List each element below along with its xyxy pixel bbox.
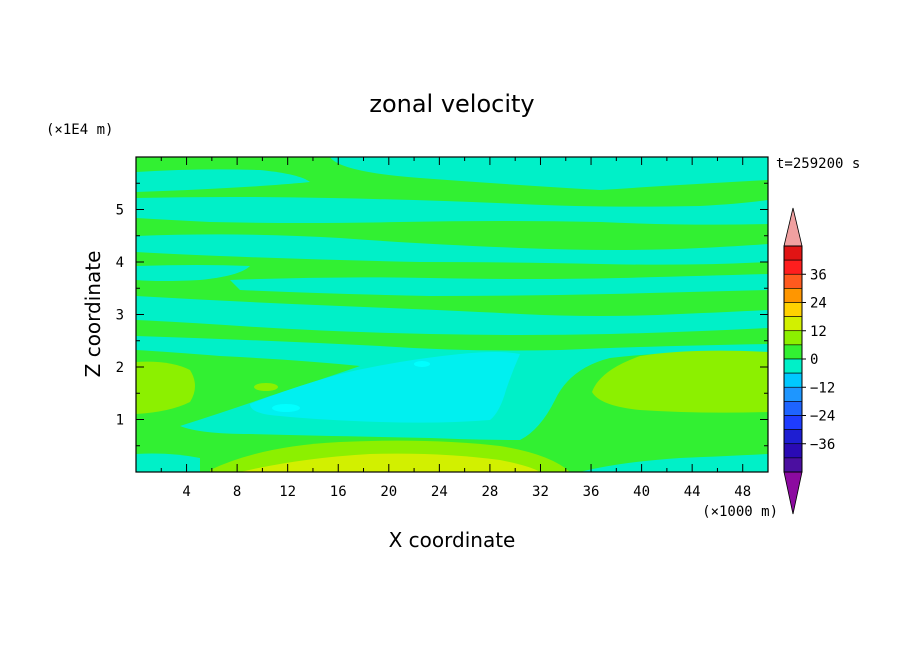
colorbar-cell	[783, 358, 803, 374]
y-axis-label: Z coordinate	[81, 251, 105, 378]
colorbar-under-triangle	[783, 471, 803, 515]
contour-band	[272, 404, 300, 412]
colorbar-cell	[783, 429, 803, 445]
colorbar-tick-label: −24	[810, 409, 835, 425]
colorbar-cell	[783, 457, 803, 473]
colorbar-cell	[783, 401, 803, 416]
x-tick-label: 48	[734, 484, 751, 500]
x-tick-label: 32	[532, 484, 549, 500]
colorbar-cell	[783, 330, 803, 346]
contour-band	[240, 453, 540, 472]
colorbar-cell	[783, 372, 803, 388]
y-tick-label: 3	[116, 308, 124, 324]
contour-band	[136, 361, 195, 414]
colorbar-cell	[783, 302, 803, 317]
x-tick-label: 36	[583, 484, 600, 500]
y-tick-label: 4	[116, 255, 124, 271]
x-axis: 4 8 12 16 20 24 28 32 36 40 44 48	[160, 157, 751, 500]
x-tick-label: 16	[330, 484, 347, 500]
x-tick-label: 28	[481, 484, 498, 500]
x-tick-label: 24	[431, 484, 448, 500]
colorbar-cell	[783, 245, 803, 261]
colorbar-cell	[783, 288, 803, 303]
colorbar-tick-label: 36	[810, 267, 827, 283]
contour-band	[254, 383, 278, 391]
x-tick-label: 12	[279, 484, 296, 500]
time-label: t=259200 s	[776, 156, 860, 172]
x-tick-label: 44	[684, 484, 701, 500]
colorbar-tick-label: −12	[810, 380, 835, 396]
y-unit-label: (×1E4 m)	[46, 122, 113, 138]
colorbar-tick-label: −36	[810, 437, 835, 453]
colorbar-cell	[783, 443, 803, 459]
colorbar-cell	[783, 386, 803, 402]
colorbar: 36 24 12 0 −12 −24 −36	[783, 207, 835, 515]
x-unit-label: (×1000 m)	[702, 504, 778, 520]
x-tick-label: 20	[380, 484, 397, 500]
contour-band	[136, 453, 200, 472]
colorbar-over-triangle	[783, 207, 803, 247]
contour-band	[136, 296, 768, 335]
contour-band	[136, 197, 768, 225]
colorbar-cell	[783, 273, 803, 289]
contour-band	[414, 361, 430, 367]
colorbar-cell	[783, 316, 803, 332]
colorbar-cell	[783, 415, 803, 430]
x-tick-label: 8	[233, 484, 241, 500]
x-axis-label: X coordinate	[389, 528, 516, 552]
colorbar-tick-label: 0	[810, 352, 818, 368]
contour-band	[136, 265, 250, 281]
y-axis: 1 2 3 4 5	[116, 182, 768, 447]
contour-band	[136, 169, 310, 192]
colorbar-cell	[783, 259, 803, 275]
y-tick-label: 5	[116, 203, 124, 219]
contour-band	[230, 274, 768, 296]
contour-band	[592, 350, 768, 413]
colorbar-tick-label: 24	[810, 296, 827, 312]
contour-band	[250, 352, 520, 423]
x-tick-label: 40	[633, 484, 650, 500]
contour-field	[136, 157, 768, 472]
x-tick-label: 4	[182, 484, 190, 500]
contour-band	[136, 157, 768, 190]
contour-band	[580, 454, 768, 472]
colorbar-tick-label: 12	[810, 324, 827, 340]
y-tick-label: 1	[116, 413, 124, 429]
chart-title: zonal velocity	[369, 90, 534, 118]
y-tick-label: 2	[116, 360, 124, 376]
colorbar-cell	[783, 344, 803, 360]
contour-band	[136, 234, 768, 265]
